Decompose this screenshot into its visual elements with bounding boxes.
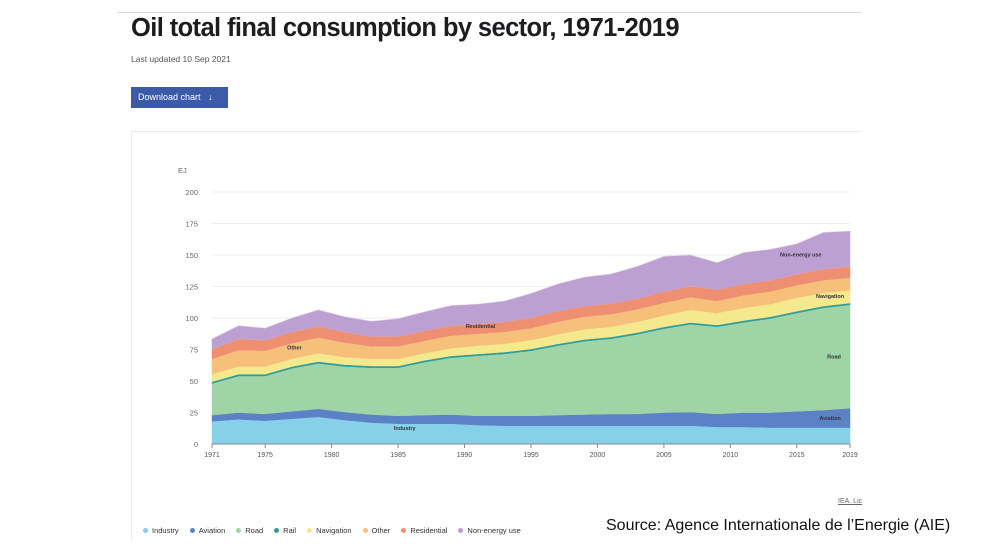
legend-item[interactable]: Navigation [307,526,352,535]
area-edge [211,230,851,340]
legend-label: Industry [152,526,179,535]
legend-item[interactable]: Industry [143,526,179,535]
x-tick-label: 1980 [324,452,340,459]
download-arrow-icon: ↓ [208,92,213,102]
y-tick-label: 50 [190,377,198,386]
download-chart-button[interactable]: Download chart ↓ [131,87,228,108]
x-tick-label: 2000 [590,452,606,459]
series-label: Aviation [819,416,841,422]
x-tick-label: 2005 [656,452,672,459]
legend-dot-icon [143,528,148,533]
legend-item[interactable]: Residential [401,526,447,535]
y-tick-label: 25 [190,409,198,418]
legend-item[interactable]: Rail [274,526,296,535]
chart: 0 25 50 75 100 125 150 175 200 EJ 1971 1975 1980 1985… [178,166,858,459]
y-tick-label: 200 [185,188,198,197]
y-tick-label: 150 [185,251,198,260]
legend-label: Other [371,526,391,535]
legend-item[interactable]: Non-energy use [458,526,521,535]
download-chart-label: Download chart [138,92,201,102]
x-tick-label: 2019 [842,452,858,459]
page-title: Oil total final consumption by sector, 1… [131,14,680,42]
x-tick-label: 1985 [390,452,406,459]
source-note: Source: Agence Internationale de l’Energ… [606,517,951,534]
legend-dot-icon [362,528,368,533]
y-tick-label: 75 [190,346,198,355]
x-tick-label: 2010 [723,452,739,459]
last-updated: Last updated 10 Sep 2021 [131,54,231,64]
legend-label: Navigation [316,526,352,535]
series-label: Navigation [816,294,845,300]
legend-dot-icon [189,528,195,533]
legend-dot-icon [307,528,313,533]
x-tick-label: 2015 [789,452,805,459]
legend-dot-icon [401,528,407,533]
chart-legend: Industry Aviation Road Rail Navigation Other R… [143,526,521,535]
legend-label: Rail [283,526,297,535]
y-tick-label: 0 [194,440,198,449]
legend-item[interactable]: Other [362,526,391,535]
y-axis-label: EJ [178,166,187,175]
x-tick-label: 1995 [523,452,539,459]
series-label: Residential [466,324,496,330]
chart-card [131,131,862,541]
iea-licence-link[interactable]: IEA. Lic [838,498,863,505]
top-divider [118,12,861,13]
x-tick-label: 1975 [257,452,273,459]
series-label: Other [287,346,303,352]
series-label: Road [827,354,841,360]
legend-item[interactable]: Aviation [189,526,226,535]
legend-dot-icon [274,528,280,533]
x-tick-label: 1990 [457,452,473,459]
y-tick-label: 125 [185,283,198,292]
legend-label: Aviation [198,526,226,535]
y-tick-label: 100 [185,314,198,323]
x-tick-label: 1971 [204,452,220,459]
y-tick-label: 175 [185,220,198,229]
series-label: Industry [394,426,417,432]
legend-dot-icon [458,528,464,533]
legend-label: Non-energy use [467,526,521,535]
legend-item[interactable]: Road [236,526,263,535]
legend-label: Residential [410,526,448,535]
legend-dot-icon [236,528,242,533]
series-label: Non-energy use [780,252,822,258]
legend-label: Road [245,526,264,535]
